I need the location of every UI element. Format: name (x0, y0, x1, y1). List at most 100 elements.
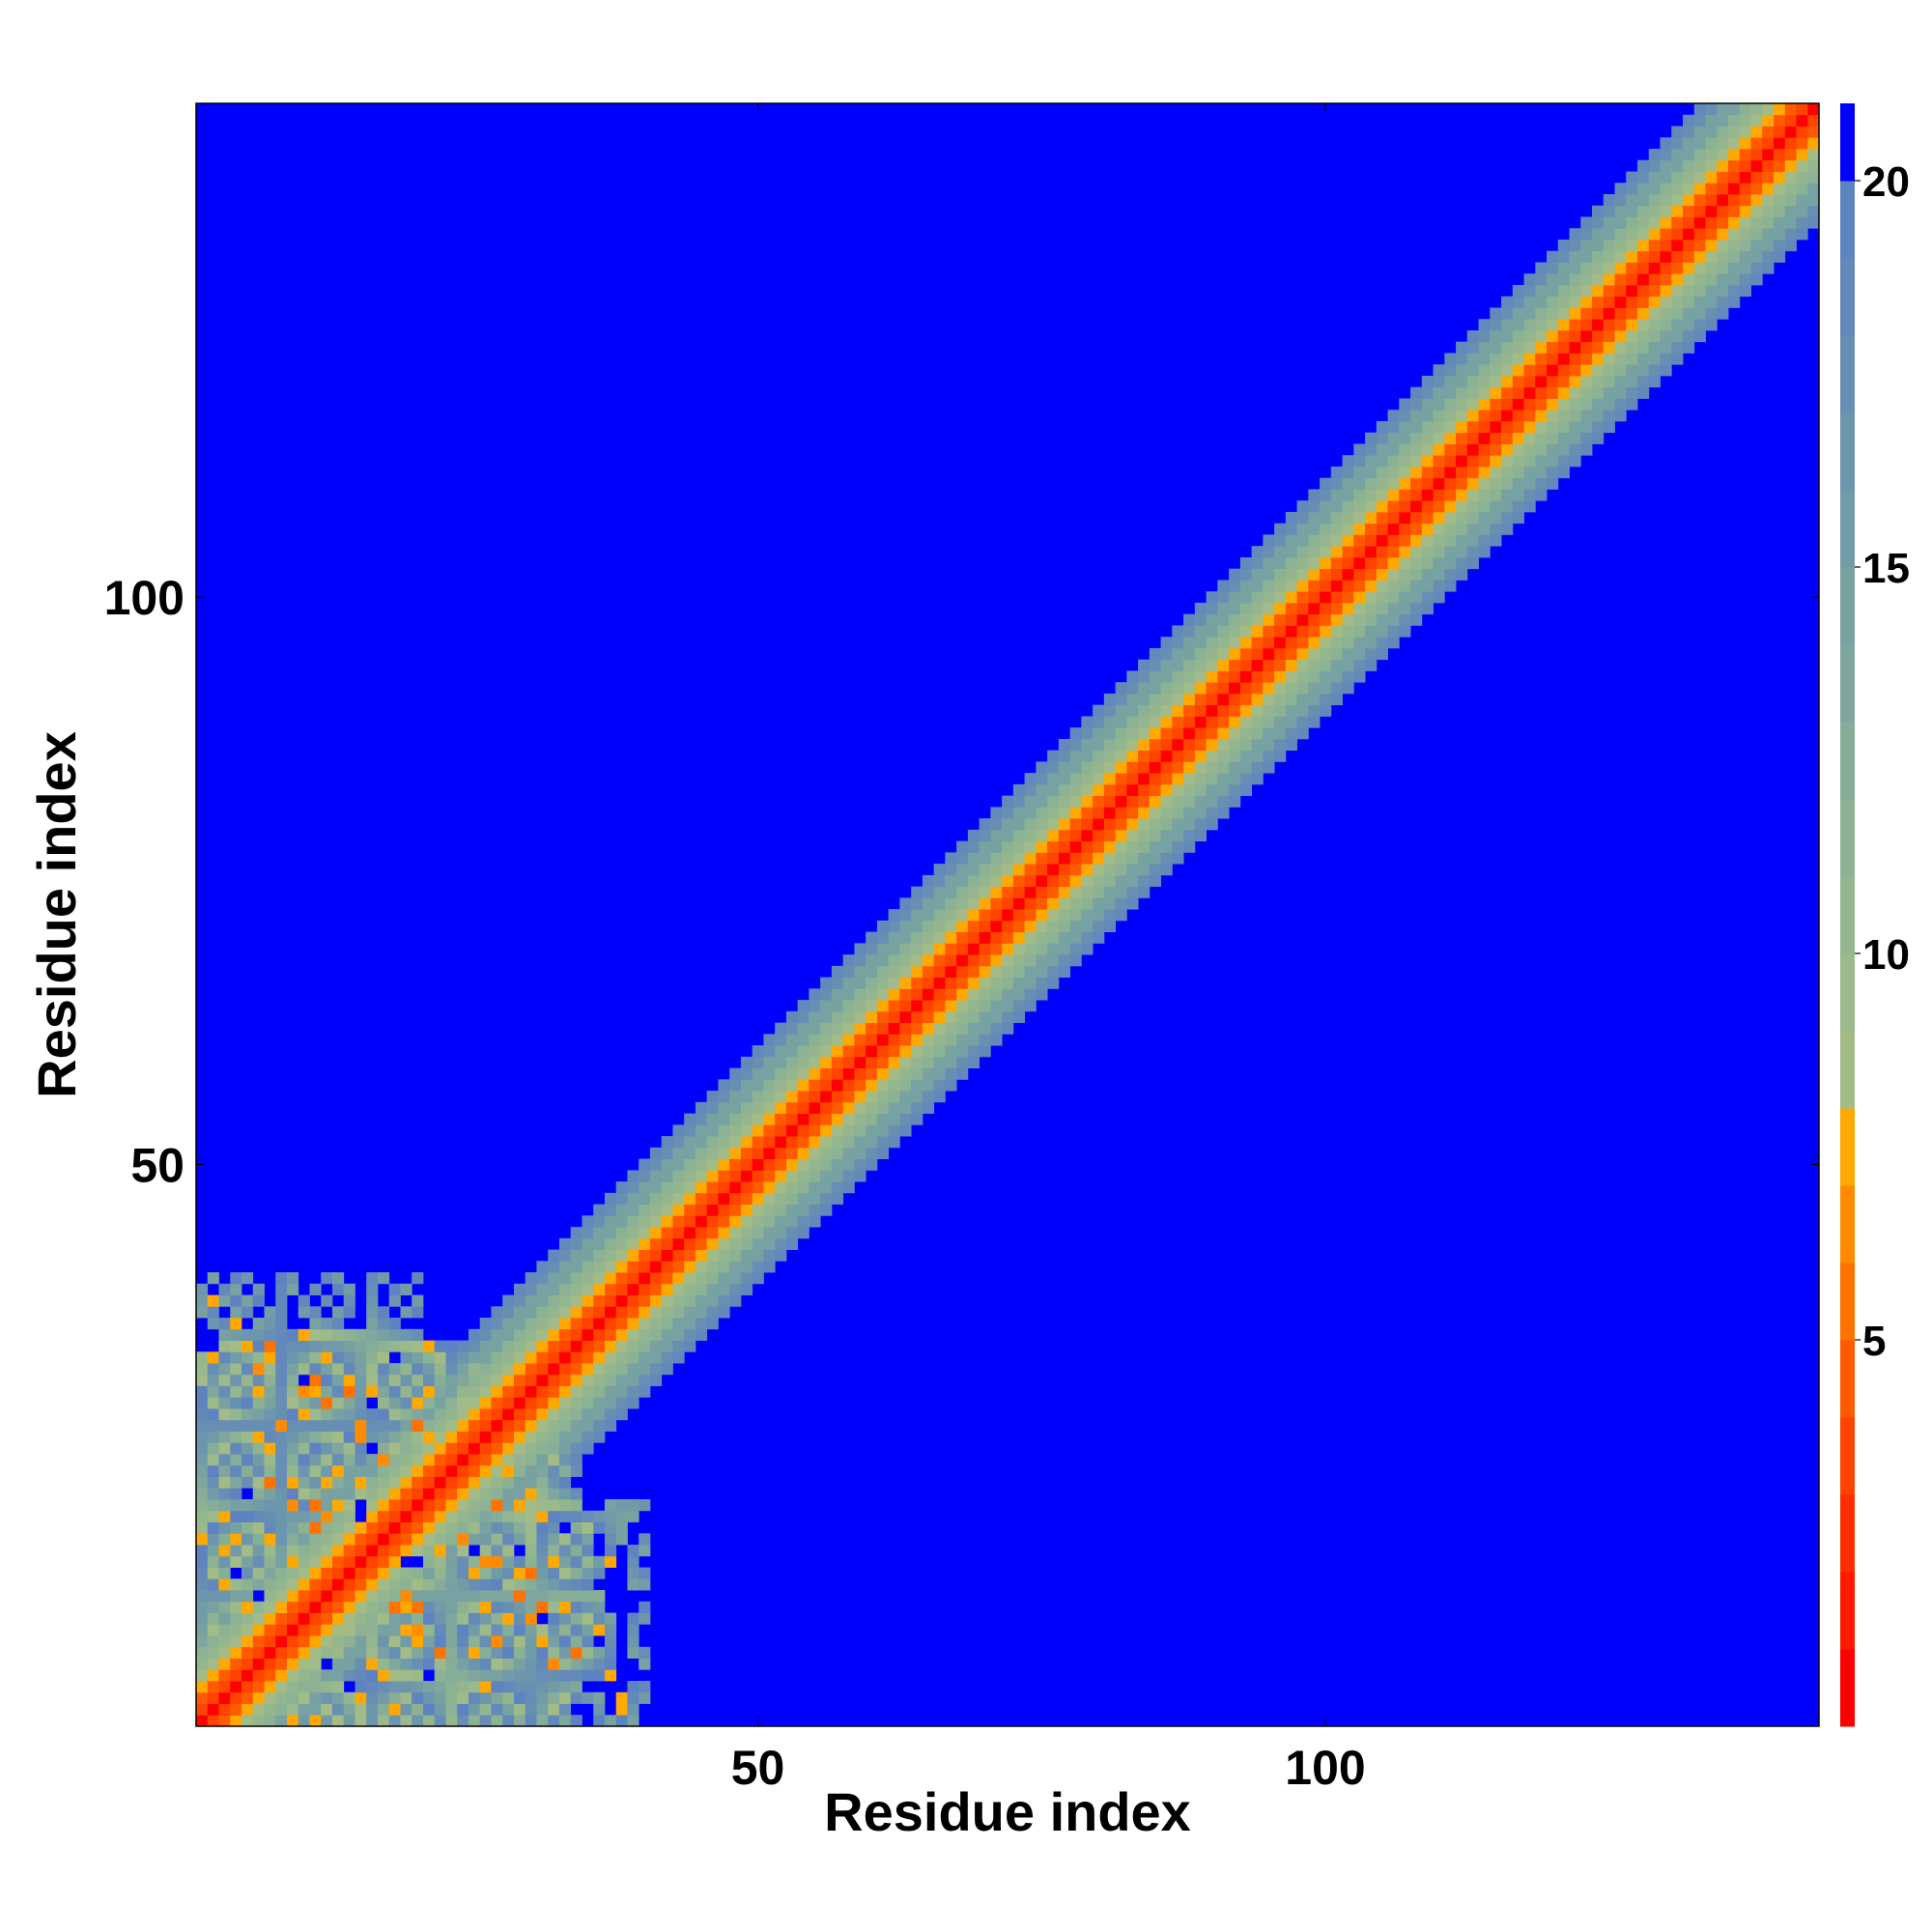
heatmap-cell (593, 1215, 606, 1228)
heatmap-cell (525, 1555, 537, 1568)
heatmap-cell (899, 1056, 912, 1068)
heatmap-cell (513, 1578, 526, 1591)
heatmap-cell (775, 1113, 787, 1125)
heatmap-cell (809, 1147, 821, 1159)
heatmap-cell (695, 1158, 708, 1171)
heatmap-cell (1750, 126, 1763, 138)
heatmap-cell (275, 1646, 288, 1659)
heatmap-cell (1103, 761, 1117, 774)
heatmap-cell (400, 1658, 412, 1670)
heatmap-cell (1387, 410, 1400, 422)
heatmap-cell (377, 1476, 390, 1489)
heatmap-cell (933, 943, 946, 955)
heatmap-cell (1183, 773, 1196, 785)
heatmap-cell (479, 1431, 492, 1443)
heatmap-cell (1410, 534, 1423, 547)
heatmap-cell (661, 1136, 673, 1149)
heatmap-cell (967, 1000, 980, 1012)
heatmap-cell (1490, 353, 1502, 365)
heatmap-cell (457, 1351, 469, 1364)
heatmap-cell (1296, 523, 1321, 535)
heatmap-cell (695, 1170, 708, 1182)
heatmap-cell (1399, 398, 1411, 411)
heatmap-cell (207, 1555, 219, 1568)
heatmap-cell (400, 1578, 412, 1591)
heatmap-cell (1728, 262, 1751, 274)
heatmap-cell (1660, 319, 1672, 331)
heatmap-cell (1693, 126, 1718, 138)
heatmap-cell (1671, 148, 1695, 161)
heatmap-cell (422, 1635, 436, 1648)
heatmap-cell (468, 1488, 481, 1500)
heatmap-cell (241, 1703, 254, 1716)
heatmap-cell (649, 1340, 673, 1352)
heatmap-cell (252, 1464, 265, 1477)
heatmap-cell (661, 1249, 673, 1262)
heatmap-cell (1535, 353, 1548, 365)
heatmap-cell (1796, 159, 1808, 172)
heatmap-cell (445, 1454, 458, 1466)
heatmap-cell (1444, 489, 1457, 501)
heatmap-cell (536, 1488, 549, 1500)
heatmap-cell (479, 1545, 492, 1557)
heatmap-cell (1490, 364, 1502, 377)
heatmap-cell (1807, 216, 1820, 229)
heatmap-cell (672, 1306, 685, 1319)
heatmap-cell (1342, 534, 1354, 547)
heatmap-cell (241, 1363, 254, 1376)
heatmap-cell (1626, 364, 1650, 377)
heatmap-cell (298, 1691, 310, 1704)
heatmap-cell (933, 965, 946, 979)
colorbar-bin (1840, 412, 1855, 491)
heatmap-cell (956, 1022, 969, 1035)
heatmap-cell (1160, 807, 1173, 819)
heatmap-cell (649, 1147, 663, 1159)
heatmap-cell (196, 1385, 209, 1398)
heatmap-cell (1547, 296, 1559, 308)
heatmap-cell (1024, 886, 1037, 898)
heatmap-cell (388, 1363, 401, 1376)
heatmap-cell (1353, 637, 1378, 649)
heatmap-cell (1160, 738, 1173, 752)
heatmap-cell (1206, 761, 1218, 774)
heatmap-cell (1660, 183, 1672, 195)
heatmap-cell (1580, 375, 1593, 388)
heatmap-cell (615, 1510, 639, 1522)
heatmap-cell (241, 1555, 254, 1568)
heatmap-cell (1069, 840, 1082, 853)
heatmap-cell (412, 1681, 424, 1693)
heatmap-cell (218, 1681, 231, 1693)
heatmap-cell (1466, 410, 1479, 422)
heatmap-cell (513, 1385, 526, 1398)
heatmap-cell (639, 1374, 651, 1386)
heatmap-cell (1274, 738, 1287, 752)
heatmap-cell (502, 1635, 515, 1648)
heatmap-cell (1002, 795, 1014, 808)
heatmap-cell (809, 1010, 833, 1024)
heatmap-cell (286, 1464, 299, 1477)
heatmap-cell (1660, 205, 1672, 217)
heatmap-cell (400, 1612, 412, 1625)
heatmap-cell (502, 1397, 515, 1409)
heatmap-cell (343, 1306, 355, 1319)
heatmap-cell (548, 1715, 560, 1727)
heatmap-cell (706, 1091, 719, 1103)
heatmap-cell (196, 1555, 209, 1568)
heatmap-cell (491, 1646, 503, 1659)
heatmap-cell (252, 1658, 265, 1670)
heatmap-cell (218, 1464, 231, 1477)
heatmap-cell (1093, 852, 1105, 865)
heatmap-cell (343, 1328, 355, 1341)
heatmap-cell (763, 1101, 776, 1114)
heatmap-cell (945, 852, 957, 865)
heatmap-cell (967, 920, 980, 933)
heatmap-cell (536, 1715, 549, 1727)
heatmap-cell (343, 1715, 355, 1727)
heatmap-cell (763, 1113, 776, 1125)
heatmap-cell (1637, 159, 1650, 172)
heatmap-cell (729, 1091, 753, 1103)
heatmap-cell (1342, 637, 1354, 649)
heatmap-cell (1648, 250, 1661, 263)
heatmap-cell (1081, 874, 1094, 888)
heatmap-cell (548, 1318, 560, 1330)
